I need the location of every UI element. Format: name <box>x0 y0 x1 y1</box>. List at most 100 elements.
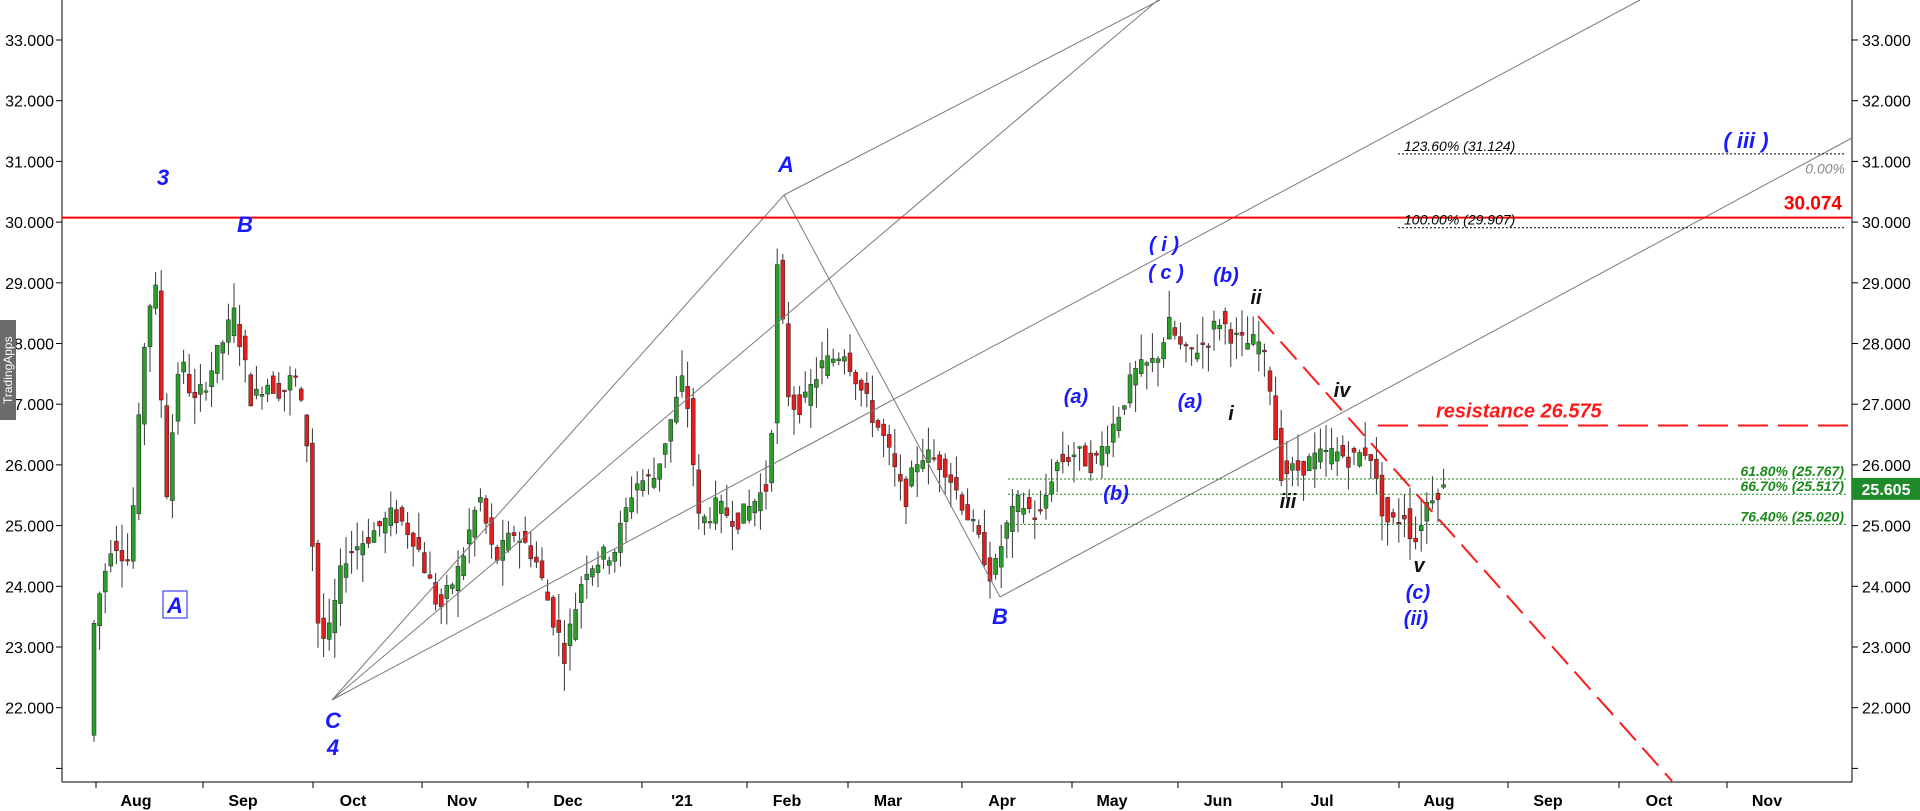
candle-body <box>690 398 696 465</box>
candle <box>550 595 556 636</box>
trend-channel-line <box>783 194 1001 598</box>
candle-body <box>573 609 578 640</box>
candle <box>186 353 192 397</box>
candle <box>332 578 338 658</box>
candle <box>1144 360 1150 390</box>
candle <box>1049 458 1054 503</box>
candle <box>814 357 819 408</box>
candle-body <box>259 394 265 397</box>
candle-body <box>108 553 114 567</box>
wave-label: (b) <box>1103 483 1129 505</box>
candle-body <box>1217 324 1222 330</box>
candle-body <box>1105 446 1110 454</box>
candle <box>668 419 674 463</box>
candle-body <box>360 543 366 556</box>
candle-body <box>444 585 450 599</box>
candle <box>427 551 433 580</box>
candle-body <box>1004 522 1010 539</box>
candle-body <box>1200 342 1206 345</box>
trend-channel-line <box>331 0 1159 701</box>
candle-body <box>1407 508 1413 540</box>
candle <box>1043 473 1049 520</box>
candle <box>1116 406 1122 438</box>
candle-body <box>1099 445 1105 466</box>
candle <box>634 471 640 514</box>
candle <box>1301 460 1306 501</box>
candle <box>606 556 612 575</box>
x-tick-label: Jul <box>1310 793 1333 810</box>
candle-body <box>382 517 388 534</box>
y-tick-label-left: 32.000 <box>5 94 54 111</box>
candle-body <box>1357 452 1362 467</box>
candle <box>125 533 130 566</box>
candle-body <box>758 492 763 512</box>
candle <box>371 521 377 543</box>
candle <box>108 540 114 573</box>
candle-body <box>1295 460 1301 471</box>
candle <box>998 524 1004 588</box>
candle-body <box>1284 460 1290 475</box>
wave-label: (ii) <box>1404 608 1429 630</box>
candle <box>136 402 142 521</box>
candle <box>702 514 707 536</box>
candle <box>517 531 522 569</box>
candle <box>724 484 730 519</box>
candle-body <box>702 516 707 524</box>
candle <box>853 369 858 401</box>
candle-body <box>1402 514 1407 520</box>
y-tick-label-left: 30.000 <box>5 215 54 232</box>
candle <box>282 389 287 412</box>
horizontal-level-label: 30.074 <box>1784 194 1843 215</box>
candle <box>875 418 881 431</box>
candle <box>1071 442 1077 483</box>
candle <box>1021 492 1026 524</box>
candle <box>1430 476 1435 510</box>
candle-body <box>595 564 601 573</box>
candle <box>612 549 618 573</box>
candle-body <box>1435 492 1441 500</box>
candle <box>752 498 758 527</box>
candle <box>1250 316 1256 347</box>
x-tick-label: Feb <box>773 793 802 810</box>
candle <box>696 454 702 530</box>
candle-body <box>416 536 422 550</box>
candle-body <box>1183 344 1189 347</box>
candle-body <box>102 570 108 593</box>
candle-body <box>1127 374 1133 404</box>
candle-body <box>1368 454 1374 461</box>
candle <box>1290 456 1295 487</box>
candle <box>909 460 914 488</box>
y-tick-label-left: 25.000 <box>5 519 54 536</box>
candle <box>780 253 786 324</box>
candle-body <box>713 497 718 524</box>
candle <box>405 512 410 549</box>
candle <box>254 366 259 400</box>
candle <box>1138 334 1144 377</box>
candle <box>842 349 847 375</box>
y-tick-label-right: 31.000 <box>1862 154 1911 171</box>
candle <box>1099 431 1105 479</box>
candle-body <box>1413 537 1418 543</box>
candle <box>858 378 864 407</box>
candle-body <box>1194 352 1200 360</box>
candle <box>276 372 282 402</box>
y-tick-label-left: 33.000 <box>5 33 54 50</box>
y-tick-label-left: 22.000 <box>5 701 54 718</box>
x-tick-label: '21 <box>671 793 693 810</box>
candle <box>444 574 450 625</box>
candle <box>1150 333 1155 373</box>
candle-body <box>315 542 321 624</box>
candle <box>114 525 119 565</box>
candle-body <box>1161 342 1166 360</box>
candle-body <box>1138 359 1144 374</box>
trend-channel-line <box>331 194 785 701</box>
candle-body <box>500 540 506 561</box>
candle <box>270 371 276 394</box>
candle-body <box>707 521 713 524</box>
candle <box>1066 445 1071 467</box>
candle-body <box>349 551 354 554</box>
candle-body <box>433 582 438 605</box>
candle <box>170 414 175 519</box>
